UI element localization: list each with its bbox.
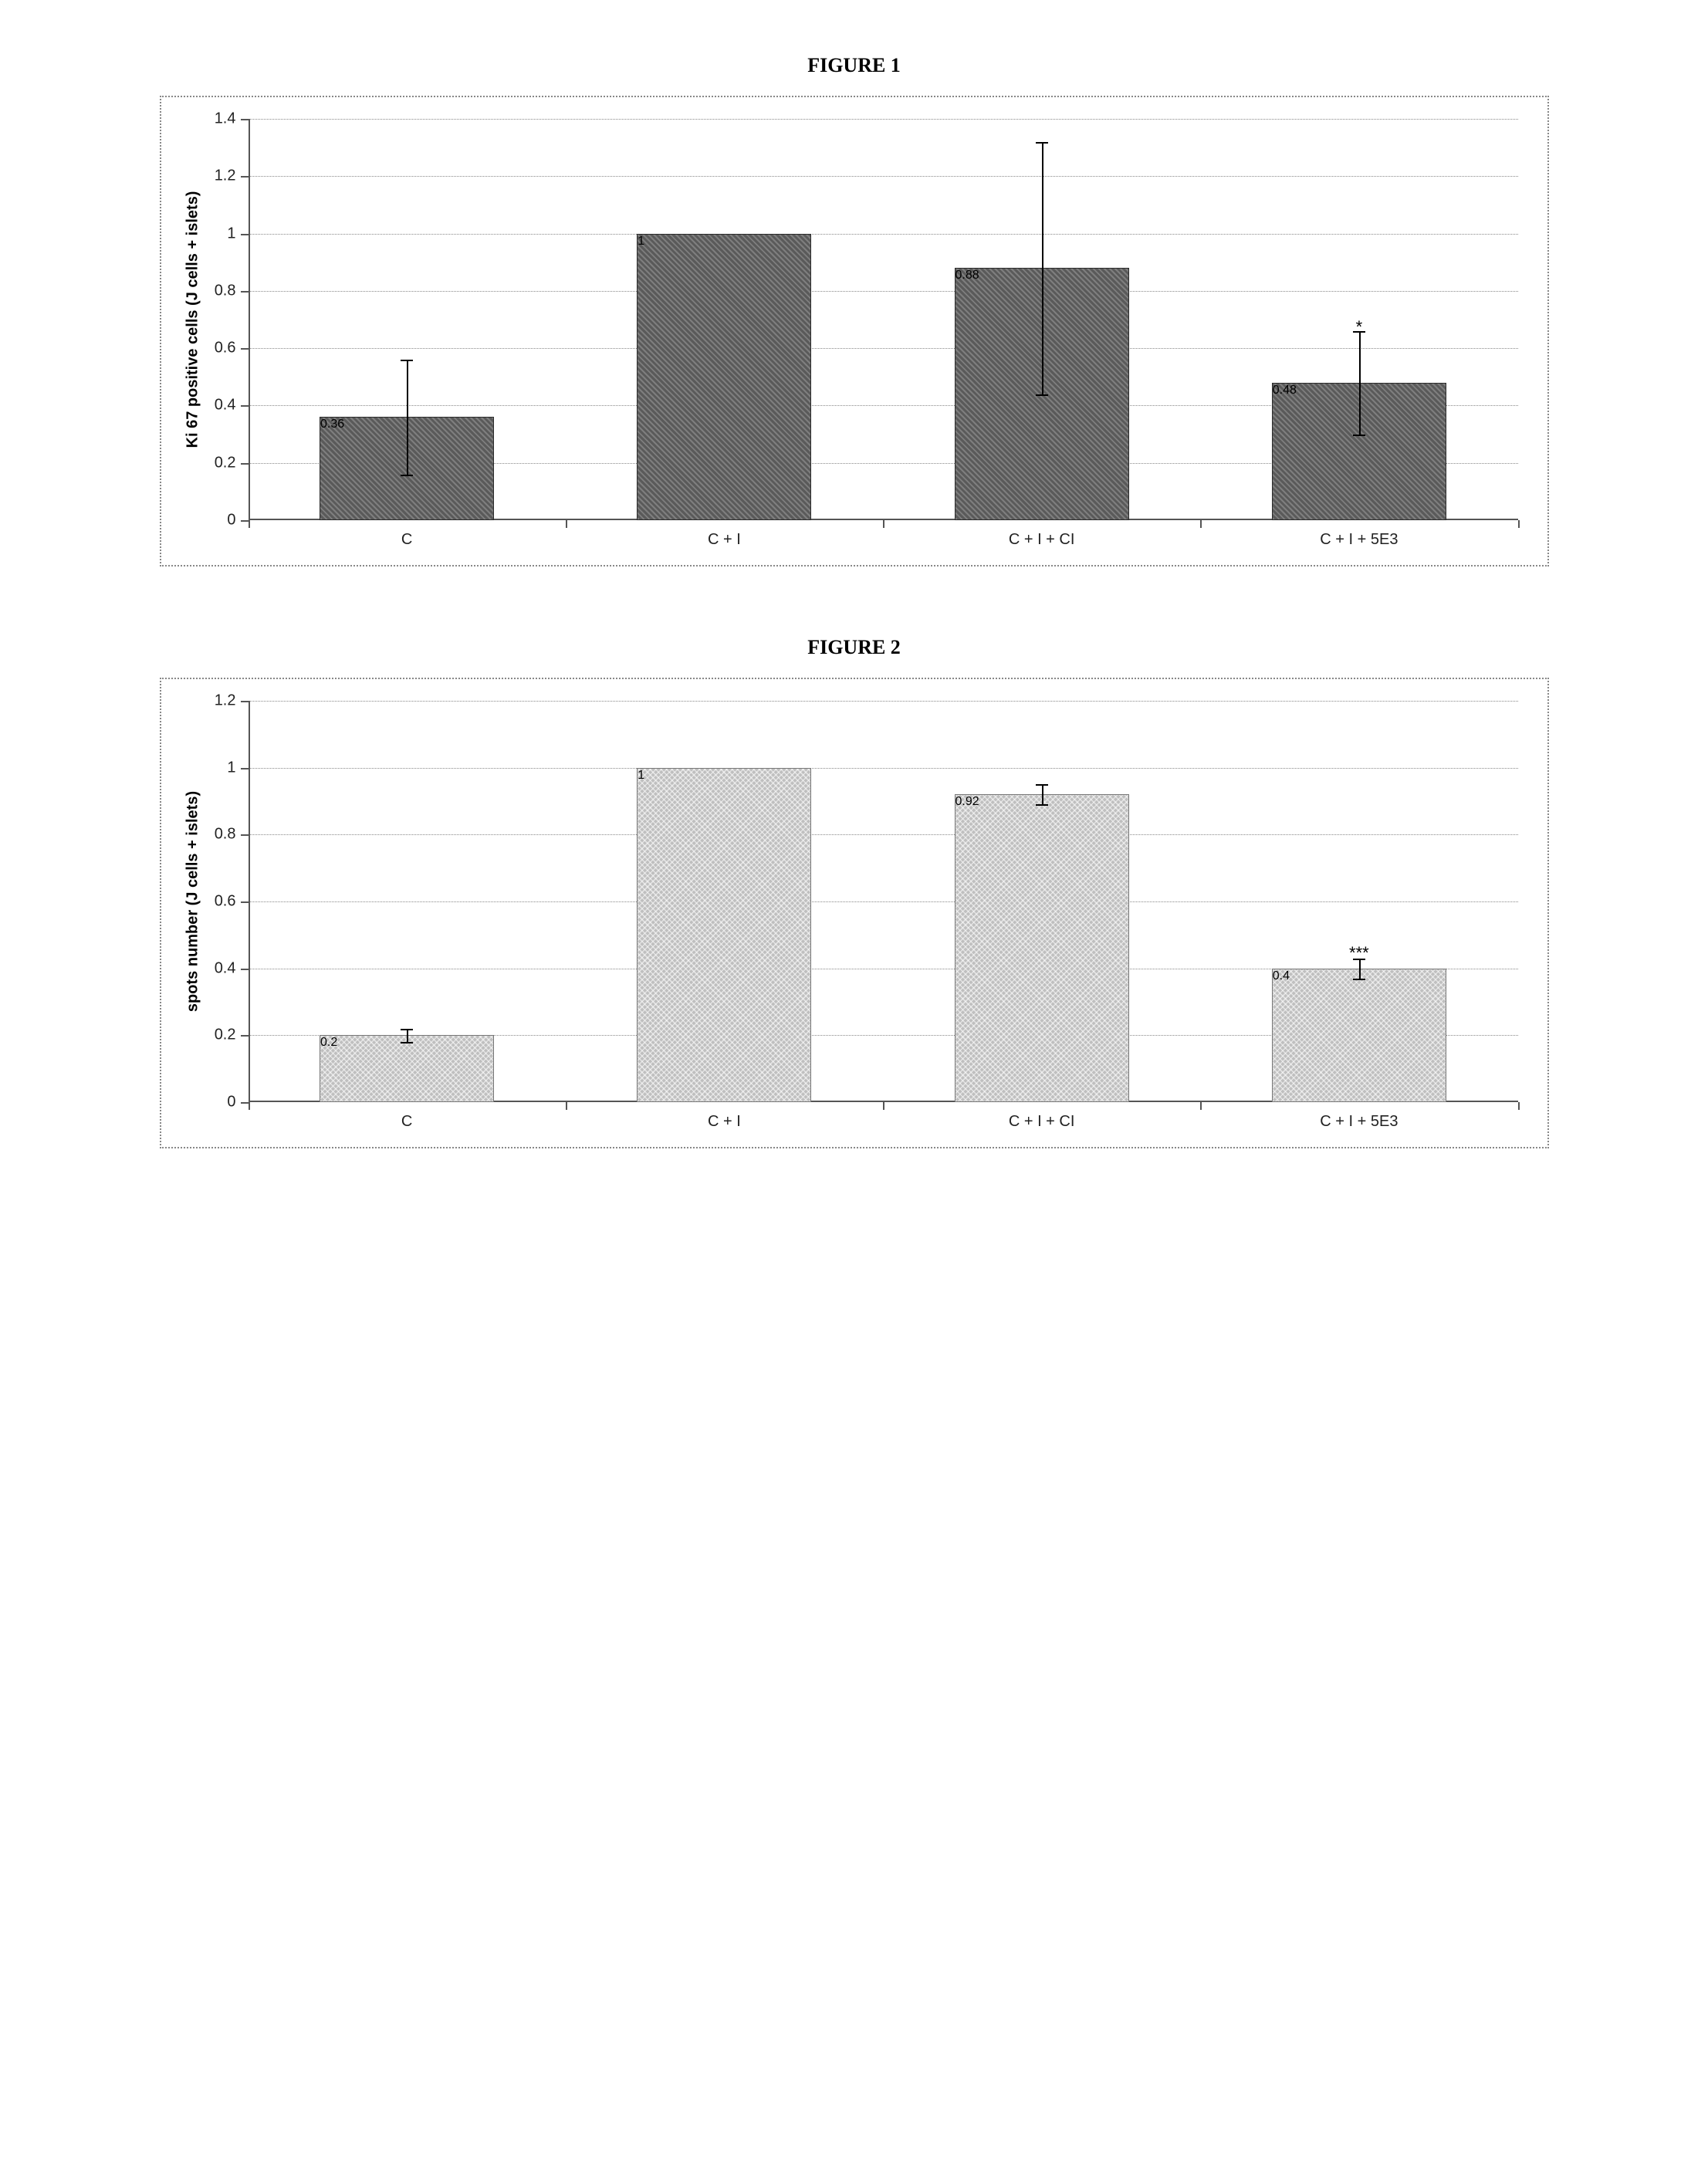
gridline — [249, 701, 1518, 702]
y-tick-label: 1.4 — [215, 110, 249, 128]
y-tick-label: 0.8 — [215, 282, 249, 299]
error-cap — [401, 475, 413, 476]
error-bar — [1042, 142, 1043, 394]
x-category-label: C + I + CI — [1009, 520, 1075, 549]
x-category-label: C + I — [708, 1102, 741, 1131]
error-cap — [1036, 784, 1048, 786]
x-tick — [1518, 1102, 1520, 1110]
bar: 0.4 — [1272, 969, 1446, 1102]
y-tick-label: 1.2 — [215, 167, 249, 185]
error-cap — [1036, 394, 1048, 396]
y-axis-label: Ki 67 positive cells (J cells + islets) — [184, 191, 201, 448]
y-tick-label: 0.8 — [215, 826, 249, 844]
chart-frame: 0 0.2 0.4 0.6 0.8 1 1.2 spots number (J cells +… — [160, 678, 1549, 1148]
x-tick — [883, 1102, 884, 1110]
x-tick — [249, 1102, 250, 1110]
x-category-label: C + I + CI — [1009, 1102, 1075, 1131]
y-tick-label: 0.2 — [215, 454, 249, 472]
error-bar — [407, 1029, 408, 1042]
y-tick-label: 0.6 — [215, 893, 249, 911]
error-cap — [1353, 979, 1365, 980]
y-axis-label: spots number (J cells + islets) — [184, 791, 201, 1012]
y-tick-label: 0 — [227, 1094, 248, 1111]
x-category-label: C — [401, 1102, 412, 1131]
figure-title: FIGURE 1 — [31, 54, 1677, 77]
x-tick — [1518, 520, 1520, 528]
y-tick-label: 0.4 — [215, 397, 249, 414]
x-tick — [883, 520, 884, 528]
y-tick-label: 1 — [227, 759, 248, 776]
significance-marker: * — [1356, 317, 1363, 337]
gridline — [249, 291, 1518, 292]
gridline — [249, 768, 1518, 769]
y-tick-label: 0.4 — [215, 959, 249, 977]
significance-marker: *** — [1349, 943, 1369, 963]
bar-chart: 00.20.40.60.811.21.4Ki 67 positive cells… — [249, 119, 1518, 520]
y-axis — [249, 119, 250, 520]
x-category-label: C + I + 5E3 — [1320, 1102, 1398, 1131]
gridline — [249, 834, 1518, 835]
y-tick-label: 1.2 — [215, 692, 249, 710]
x-tick — [1200, 520, 1202, 528]
x-tick — [249, 520, 250, 528]
x-category-label: C + I — [708, 520, 741, 549]
gridline — [249, 234, 1518, 235]
y-tick-label: 0.6 — [215, 340, 249, 357]
error-bar — [407, 360, 408, 475]
chart-frame: 0 0.2 0.4 0.6 0.8 1 1.2 1.4 Ki 67 positive cells… — [160, 96, 1549, 567]
y-axis — [249, 701, 250, 1102]
error-bar — [1042, 784, 1043, 804]
y-tick-label: 1 — [227, 225, 248, 242]
bar: 0.2 — [320, 1035, 494, 1102]
error-bar — [1359, 331, 1361, 435]
y-tick-label: 0.2 — [215, 1027, 249, 1044]
bar: 0.92 — [955, 794, 1129, 1102]
x-category-label: C + I + 5E3 — [1320, 520, 1398, 549]
x-tick — [1200, 1102, 1202, 1110]
gridline — [249, 348, 1518, 349]
figure-title: FIGURE 2 — [31, 636, 1677, 659]
bar: 1 — [637, 234, 811, 520]
gridline — [249, 119, 1518, 120]
error-cap — [401, 1029, 413, 1030]
x-tick — [566, 1102, 567, 1110]
x-tick — [566, 520, 567, 528]
error-cap — [1353, 435, 1365, 436]
y-tick-label: 0 — [227, 512, 248, 529]
error-cap — [401, 360, 413, 361]
plot-area: 00.20.40.60.811.2spots number (J cells +… — [249, 701, 1518, 1102]
gridline — [249, 176, 1518, 177]
plot-area: 00.20.40.60.811.21.4Ki 67 positive cells… — [249, 119, 1518, 520]
error-cap — [1036, 142, 1048, 144]
bar: 1 — [637, 768, 811, 1102]
x-category-label: C — [401, 520, 412, 549]
bar-chart: 00.20.40.60.811.2spots number (J cells +… — [249, 701, 1518, 1102]
gridline — [249, 901, 1518, 902]
error-cap — [401, 1042, 413, 1043]
error-cap — [1036, 804, 1048, 806]
